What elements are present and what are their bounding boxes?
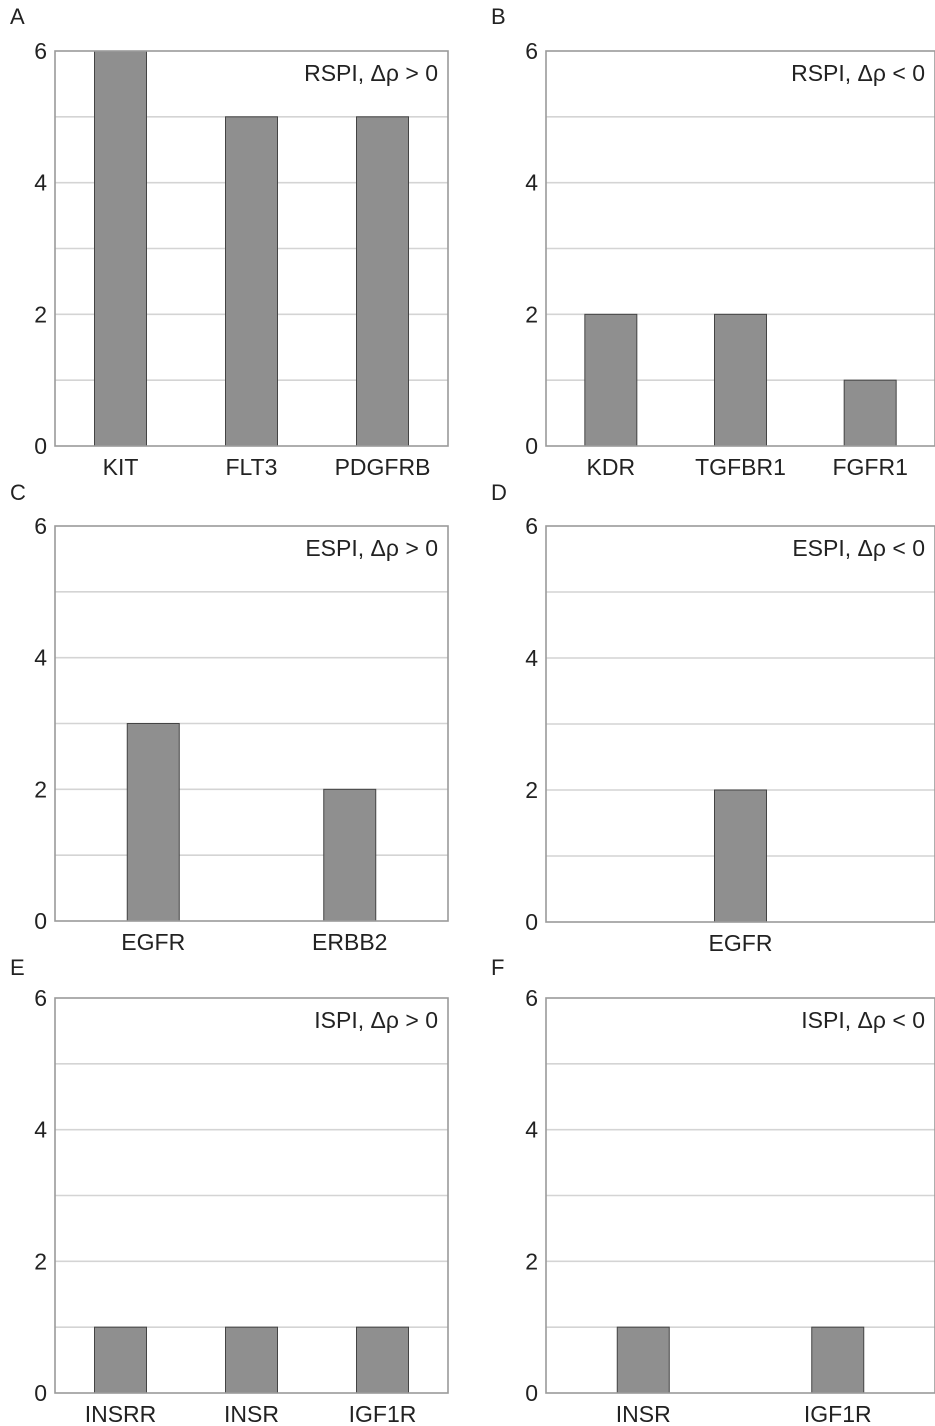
category-label: KIT xyxy=(103,454,139,480)
y-tick-label: 4 xyxy=(34,645,47,671)
bar xyxy=(225,116,278,447)
y-tick-label: 4 xyxy=(525,1117,538,1143)
plot-frame xyxy=(545,525,935,923)
category-label: ERBB2 xyxy=(312,929,387,955)
chart-panel-e: E INSRR INSR IGF1R 0 2 4 6 ISPI, Δρ > 0 xyxy=(10,955,449,1426)
bar xyxy=(323,788,377,922)
bar xyxy=(843,379,897,447)
y-tick-label: 4 xyxy=(525,645,538,671)
panel-letter: B xyxy=(491,4,506,29)
y-tick-label: 6 xyxy=(34,38,47,64)
category-label: INSRR xyxy=(85,1401,157,1426)
chart-panel-d: D EGFR 0 2 4 6 ESPI, Δρ < 0 xyxy=(491,480,935,956)
bar xyxy=(714,789,767,923)
y-tick-label: 4 xyxy=(525,170,538,196)
panel-letter: F xyxy=(491,955,504,980)
y-tick-label: 2 xyxy=(525,301,538,327)
y-tick-label: 4 xyxy=(34,170,47,196)
bar xyxy=(225,1326,278,1394)
y-tick-label: 2 xyxy=(34,776,47,802)
category-label: TGFBR1 xyxy=(695,454,786,480)
y-tick-label: 0 xyxy=(525,909,538,935)
category-label: EGFR xyxy=(121,929,185,955)
y-tick-label: 0 xyxy=(34,433,47,459)
panel-title: ESPI, Δρ < 0 xyxy=(792,535,925,561)
category-label: FGFR1 xyxy=(832,454,907,480)
plot-frame xyxy=(54,50,449,447)
y-tick-label: 0 xyxy=(525,1380,538,1406)
panel-title: ISPI, Δρ > 0 xyxy=(314,1007,438,1033)
panel-title: ESPI, Δρ > 0 xyxy=(305,535,438,561)
y-tick-label: 2 xyxy=(525,777,538,803)
chart-panel-a: A KIT FLT3 PDGFRB 0 2 4 6 RSPI, Δρ > 0 xyxy=(10,4,449,480)
bar xyxy=(714,313,767,447)
bar xyxy=(126,723,180,922)
panel-title: RSPI, Δρ > 0 xyxy=(304,60,438,86)
bar xyxy=(356,116,409,447)
bar xyxy=(584,313,638,447)
bar xyxy=(356,1326,409,1394)
category-label: KDR xyxy=(587,454,636,480)
category-label: INSR xyxy=(616,1401,671,1426)
y-tick-label: 4 xyxy=(34,1117,47,1143)
bar xyxy=(94,1326,147,1394)
panel-title: RSPI, Δρ < 0 xyxy=(791,60,925,86)
category-label: INSR xyxy=(224,1401,279,1426)
category-label: FLT3 xyxy=(226,454,278,480)
category-label: IGF1R xyxy=(349,1401,417,1426)
y-tick-label: 0 xyxy=(525,433,538,459)
chart-panel-c: C EGFR ERBB2 0 2 4 6 ESPI, Δρ > 0 xyxy=(10,480,449,955)
chart-panel-f: F INSR IGF1R 0 2 4 6 ISPI, Δρ < 0 xyxy=(491,955,935,1426)
category-label: PDGFRB xyxy=(335,454,431,480)
panel-letter: D xyxy=(491,480,507,505)
y-tick-label: 6 xyxy=(34,513,47,539)
y-tick-label: 6 xyxy=(525,513,538,539)
y-tick-label: 6 xyxy=(525,985,538,1011)
plot-frame xyxy=(545,997,935,1394)
y-tick-label: 2 xyxy=(34,1248,47,1274)
y-tick-label: 2 xyxy=(34,301,47,327)
panel-letter: C xyxy=(10,480,26,505)
y-tick-label: 2 xyxy=(525,1248,538,1274)
plot-frame xyxy=(54,525,449,922)
y-tick-label: 6 xyxy=(525,38,538,64)
y-tick-label: 0 xyxy=(34,1380,47,1406)
panel-letter: E xyxy=(10,955,25,980)
plot-frame xyxy=(54,997,449,1394)
category-label: IGF1R xyxy=(804,1401,872,1426)
bar xyxy=(811,1326,865,1394)
bar xyxy=(616,1326,670,1394)
category-label: EGFR xyxy=(709,930,773,956)
bar xyxy=(94,50,147,447)
chart-panel-b: B KDR TGFBR1 FGFR1 0 2 4 6 RSPI, Δρ < 0 xyxy=(491,4,935,480)
panel-letter: A xyxy=(10,4,25,29)
y-tick-label: 0 xyxy=(34,908,47,934)
panel-title: ISPI, Δρ < 0 xyxy=(801,1007,925,1033)
plot-frame xyxy=(545,50,935,447)
y-tick-label: 6 xyxy=(34,985,47,1011)
